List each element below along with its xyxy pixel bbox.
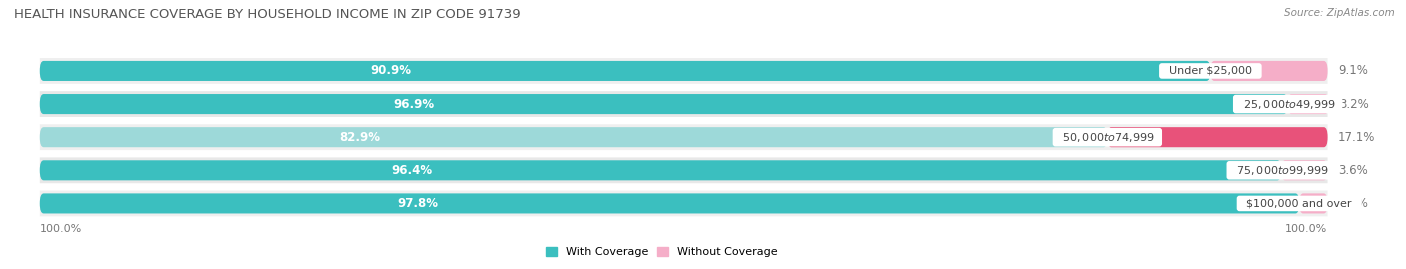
Text: 3.2%: 3.2%	[1339, 98, 1369, 111]
FancyBboxPatch shape	[39, 127, 1108, 147]
FancyBboxPatch shape	[39, 58, 1327, 84]
FancyBboxPatch shape	[39, 157, 1327, 183]
FancyBboxPatch shape	[1288, 94, 1329, 114]
Text: 90.9%: 90.9%	[371, 65, 412, 77]
Text: 17.1%: 17.1%	[1339, 131, 1375, 144]
Text: HEALTH INSURANCE COVERAGE BY HOUSEHOLD INCOME IN ZIP CODE 91739: HEALTH INSURANCE COVERAGE BY HOUSEHOLD I…	[14, 8, 520, 21]
Text: Under $25,000: Under $25,000	[1161, 66, 1258, 76]
Text: Source: ZipAtlas.com: Source: ZipAtlas.com	[1284, 8, 1395, 18]
FancyBboxPatch shape	[1299, 193, 1327, 214]
Text: 2.2%: 2.2%	[1339, 197, 1368, 210]
Text: 9.1%: 9.1%	[1339, 65, 1368, 77]
Text: 3.6%: 3.6%	[1339, 164, 1368, 177]
FancyBboxPatch shape	[1211, 61, 1327, 81]
Text: 100.0%: 100.0%	[39, 224, 82, 234]
Text: 97.8%: 97.8%	[396, 197, 439, 210]
Text: $100,000 and over: $100,000 and over	[1240, 199, 1360, 208]
FancyBboxPatch shape	[39, 124, 1327, 150]
FancyBboxPatch shape	[39, 61, 1211, 81]
FancyBboxPatch shape	[39, 190, 1327, 216]
FancyBboxPatch shape	[39, 94, 1288, 114]
Text: $50,000 to $74,999: $50,000 to $74,999	[1056, 131, 1160, 144]
FancyBboxPatch shape	[1281, 160, 1327, 180]
Text: 96.9%: 96.9%	[394, 98, 434, 111]
Text: 96.4%: 96.4%	[392, 164, 433, 177]
FancyBboxPatch shape	[39, 160, 1281, 180]
Text: $25,000 to $49,999: $25,000 to $49,999	[1236, 98, 1340, 111]
FancyBboxPatch shape	[1108, 127, 1327, 147]
Legend: With Coverage, Without Coverage: With Coverage, Without Coverage	[544, 245, 780, 260]
Text: 100.0%: 100.0%	[1285, 224, 1327, 234]
FancyBboxPatch shape	[39, 193, 1299, 214]
Text: $75,000 to $99,999: $75,000 to $99,999	[1229, 164, 1333, 177]
FancyBboxPatch shape	[39, 91, 1327, 117]
Text: 82.9%: 82.9%	[340, 131, 381, 144]
